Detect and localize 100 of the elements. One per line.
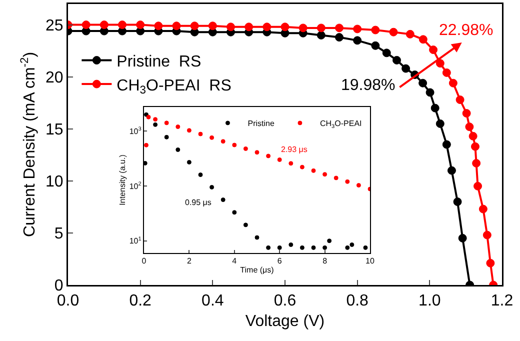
point	[392, 56, 402, 64]
point	[186, 160, 192, 164]
point	[220, 198, 226, 202]
point	[353, 36, 362, 45]
x-tick-label: 8	[322, 256, 328, 266]
point	[442, 140, 451, 149]
point	[277, 245, 282, 250]
point	[335, 33, 344, 42]
x-axis-title: Time (μs)	[240, 266, 274, 275]
point	[266, 245, 271, 250]
point	[350, 242, 354, 247]
legend-label: Pristine RS	[116, 53, 202, 70]
point	[345, 245, 350, 250]
point	[277, 157, 282, 162]
point	[468, 132, 478, 140]
point	[353, 24, 362, 34]
point	[232, 210, 237, 215]
point	[254, 150, 260, 155]
point	[288, 242, 294, 247]
y-tick-label: 20	[46, 69, 64, 86]
point	[462, 109, 471, 118]
y-tick-label: 25	[46, 17, 64, 34]
point	[458, 234, 467, 242]
point	[232, 142, 237, 148]
point	[486, 258, 495, 268]
point	[436, 59, 444, 68]
x-tick-label: 0.8	[346, 292, 369, 310]
y-tick-label: 10$^{1}$	[129, 236, 142, 246]
point	[262, 22, 272, 32]
x-tick-label: 1.0	[418, 292, 441, 310]
point	[311, 168, 316, 173]
annotation: 0.95 μs	[185, 198, 212, 207]
annotation: 22.98%	[439, 22, 494, 39]
x-tick-label: 0.0	[56, 292, 80, 310]
point	[208, 22, 217, 30]
point	[456, 96, 464, 104]
point	[300, 164, 304, 170]
point	[198, 172, 203, 178]
point	[448, 78, 458, 88]
point	[402, 64, 410, 73]
point	[430, 104, 440, 112]
x-tick-label: 1.2	[490, 292, 514, 310]
x-tick-label: 0.6	[274, 292, 296, 310]
point	[335, 24, 344, 32]
x-tick-label: 4	[232, 256, 238, 266]
legend-label: Pristine	[248, 119, 275, 128]
point	[154, 22, 163, 30]
point	[418, 35, 428, 44]
point	[288, 161, 294, 166]
point	[210, 135, 214, 140]
point	[478, 204, 488, 214]
y-tick-label: 10$^{2}$	[129, 181, 142, 191]
point	[316, 30, 326, 40]
x-tick-label: 6	[277, 256, 282, 266]
point	[144, 160, 148, 166]
point	[186, 128, 192, 133]
point	[389, 28, 398, 36]
y-axis-title: Intensity (a.u.)	[118, 154, 128, 206]
point	[436, 119, 444, 128]
point	[298, 24, 308, 32]
point	[146, 114, 151, 120]
y-tick-label: 5	[54, 226, 64, 243]
point	[482, 230, 492, 240]
y-tick-label: 10	[46, 174, 64, 191]
point	[176, 147, 180, 152]
point	[118, 20, 126, 30]
point	[429, 46, 438, 54]
x-tick-label: 0.4	[202, 292, 224, 310]
point	[472, 158, 481, 168]
point	[210, 184, 214, 190]
x-axis-title: Voltage (V)	[245, 313, 325, 330]
annotation: 2.93 μs	[281, 145, 308, 154]
point	[316, 24, 326, 32]
point	[442, 68, 451, 77]
x-tick-label: 2	[186, 256, 192, 266]
point	[426, 88, 434, 97]
point	[465, 122, 474, 132]
point	[198, 132, 203, 136]
point	[334, 176, 338, 180]
point	[363, 245, 368, 250]
point	[322, 172, 328, 177]
annotation: 19.98%	[341, 77, 396, 94]
point	[470, 142, 480, 151]
point	[144, 142, 149, 148]
point	[244, 22, 254, 32]
point	[453, 197, 462, 206]
point	[371, 41, 380, 50]
point	[164, 120, 169, 126]
point	[266, 154, 271, 158]
point	[300, 245, 304, 250]
point	[226, 22, 235, 32]
point	[164, 134, 169, 140]
point	[254, 235, 260, 240]
point	[153, 117, 158, 122]
point	[136, 20, 145, 30]
y-tick-label: 10$^{3}$	[129, 126, 142, 136]
point	[382, 48, 391, 58]
point	[418, 78, 428, 88]
point	[220, 139, 226, 144]
point	[371, 26, 380, 34]
